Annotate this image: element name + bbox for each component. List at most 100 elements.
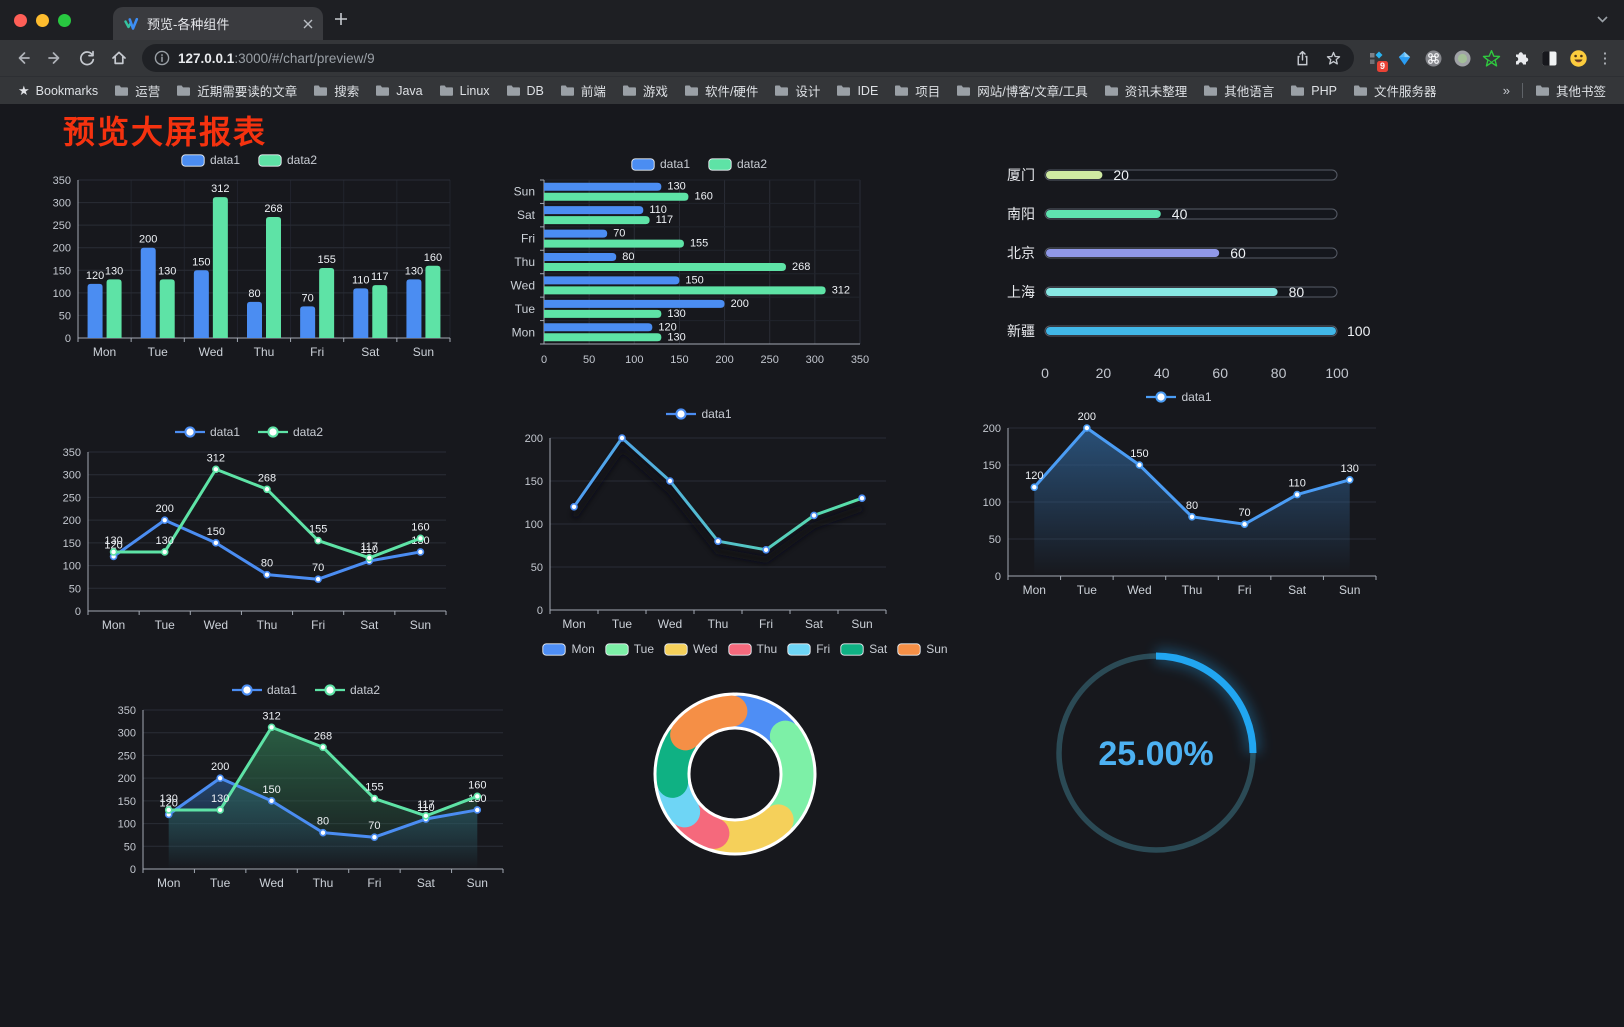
bookmark-folder[interactable]: 资讯未整理	[1096, 81, 1196, 101]
two-series-line-chart[interactable]: data1 data2 0 50 100 150 200 250 300 350 120 200 15…	[38, 422, 460, 638]
legend-item[interactable]: data1	[231, 683, 297, 697]
svg-text:80: 80	[1289, 284, 1305, 300]
two-series-area-chart[interactable]: data1 data2 0 50 100 150 200 250 300 350 120 200 15…	[95, 680, 517, 896]
svg-text:350: 350	[63, 447, 81, 459]
svg-text:Sun: Sun	[413, 345, 434, 359]
extension-command-icon[interactable]	[1420, 43, 1447, 73]
bookmark-folder[interactable]: 项目	[886, 81, 948, 101]
tab-close-icon[interactable]	[303, 19, 313, 29]
window-zoom-button[interactable]	[58, 14, 71, 27]
legend-item[interactable]: data2	[258, 153, 317, 167]
svg-text:Mon: Mon	[562, 617, 585, 631]
chart-legend: data1 data2	[181, 150, 317, 170]
bookmark-folder[interactable]: 近期需要读的文章	[168, 81, 305, 101]
svg-text:312: 312	[262, 710, 280, 722]
legend-item[interactable]: Sat	[840, 642, 887, 656]
legend-item[interactable]: Tue	[605, 642, 654, 656]
legend-item[interactable]: Mon	[542, 642, 595, 656]
svg-text:160: 160	[424, 252, 442, 264]
extension-kite-icon[interactable]	[1391, 43, 1418, 73]
horizontal-bar-chart-canvas[interactable]: 0 50 100 150 200 250 300 350120130Mon200130Tue1…	[498, 174, 900, 370]
svg-text:268: 268	[258, 472, 276, 484]
bookmark-folder[interactable]: 前端	[552, 81, 614, 101]
window-close-button[interactable]	[14, 14, 27, 27]
tab-search-chevron-icon[interactable]	[1597, 16, 1608, 23]
bookmark-folder[interactable]: Java	[367, 81, 430, 101]
gauge-chart-canvas[interactable]: 25.00%	[1040, 632, 1275, 874]
bookmarks-bar: ★ Bookmarks 运营 近期需要读的文章 搜索 Java Linux DB 前端 游戏软…	[0, 76, 1624, 104]
back-button[interactable]	[8, 43, 38, 73]
extension-circle-icon[interactable]	[1449, 43, 1476, 73]
extensions-puzzle-icon[interactable]	[1507, 43, 1534, 73]
pie-chart-canvas[interactable]	[545, 659, 945, 871]
gauge-chart[interactable]: 25.00%	[1040, 632, 1275, 874]
emoji-extension-icon[interactable]	[1565, 43, 1592, 73]
extension-star-icon[interactable]	[1478, 43, 1505, 73]
bookmark-folder[interactable]: 网站/博客/文章/工具	[948, 81, 1095, 101]
browser-menu-button[interactable]: ⋮	[1597, 50, 1613, 67]
bookmark-folder[interactable]: DB	[498, 81, 552, 101]
legend-item[interactable]: Wed	[664, 642, 718, 656]
bookmark-folder[interactable]: IDE	[828, 81, 886, 101]
grouped-bar-chart-canvas[interactable]: 0 50 100 150 200 250 300 350 120 200 150 80 70 110 130…	[38, 170, 460, 366]
browser-toolbar: 127.0.0.1:3000/#/chart/preview/9 9	[0, 40, 1624, 76]
bookmark-star-icon[interactable]	[1325, 50, 1342, 67]
grouped-bar-chart[interactable]: data1 data2 0 50 100 150 200 250 300 350 120 200 15…	[38, 150, 460, 366]
bookmark-folder[interactable]: PHP	[1282, 81, 1345, 101]
svg-text:268: 268	[314, 730, 332, 742]
address-bar[interactable]: 127.0.0.1:3000/#/chart/preview/9	[142, 44, 1354, 72]
window-minimize-button[interactable]	[36, 14, 49, 27]
area-line-chart[interactable]: data1 0 50 100 150 200 120 200 150 80 70 110 130 Mon…	[968, 387, 1390, 603]
svg-text:40: 40	[1154, 365, 1170, 381]
svg-text:70: 70	[1238, 507, 1250, 519]
line-chart-canvas[interactable]: 0 50 100 150 200 250 300 350 120 200 150 80 70 110 130…	[38, 442, 460, 638]
svg-text:上海: 上海	[1007, 284, 1035, 300]
extension-grid-icon[interactable]: 9	[1362, 43, 1389, 73]
svg-text:Mon: Mon	[512, 325, 535, 339]
bookmark-folder[interactable]: 软件/硬件	[676, 81, 766, 101]
bookmark-folder[interactable]: 搜索	[305, 81, 367, 101]
gradient-line-chart-canvas[interactable]: 0 50 100 150 200 Mon Tue Wed Thu Fri Sat Sun	[498, 424, 900, 636]
two-area-chart-canvas[interactable]: 0 50 100 150 200 250 300 350 120 200 150 80 70 110 130…	[95, 700, 517, 896]
reload-button[interactable]	[72, 43, 102, 73]
legend-item[interactable]: data1	[174, 425, 240, 439]
legend-item[interactable]: data2	[708, 157, 767, 171]
svg-text:70: 70	[302, 292, 314, 304]
svg-text:268: 268	[792, 261, 810, 273]
horizontal-bar-chart[interactable]: data1 data2 0 50 100 150 200 250 300 350 120 130 Mo…	[498, 154, 900, 370]
legend-item[interactable]: data2	[258, 425, 323, 439]
bookmarks-manager[interactable]: ★ Bookmarks	[10, 81, 106, 101]
legend-item[interactable]: Sun	[897, 642, 948, 656]
tab-strip: 预览-各种组件	[0, 0, 1624, 40]
capsule-chart-canvas[interactable]: 厦门 20 南阳 40 北京 60 上海 80 新疆 100 0 20 40 60 80 100	[985, 156, 1395, 388]
svg-text:Tue: Tue	[155, 618, 176, 632]
dark-mode-extension-icon[interactable]	[1536, 43, 1563, 73]
browser-tab[interactable]: 预览-各种组件	[113, 7, 323, 40]
legend-item[interactable]: data1	[181, 153, 240, 167]
bookmark-folder[interactable]: 运营	[106, 81, 168, 101]
bookmarks-overflow-chevron[interactable]: »	[1502, 83, 1510, 98]
svg-text:0: 0	[130, 864, 136, 876]
new-tab-button[interactable]	[334, 12, 348, 26]
forward-button[interactable]	[40, 43, 70, 73]
bookmark-folder[interactable]: 设计	[766, 81, 828, 101]
legend-item[interactable]: Fri	[787, 642, 830, 656]
legend-item[interactable]: data1	[666, 407, 732, 421]
gradient-line-chart[interactable]: data1 0 50 100 150 200 Mon Tue Wed Thu Fri Sat Sun	[498, 404, 900, 636]
legend-item[interactable]: data2	[315, 683, 380, 697]
area-chart-canvas[interactable]: 0 50 100 150 200 120 200 150 80 70 110 130 Mon Tue Wed…	[968, 407, 1390, 603]
share-icon[interactable]	[1294, 50, 1311, 67]
donut-pie-chart[interactable]: Mon Tue Wed Thu Fri Sat Sun	[542, 639, 948, 871]
legend-item[interactable]: data1	[1146, 390, 1212, 404]
legend-item[interactable]: data1	[631, 157, 690, 171]
bookmark-folder[interactable]: 游戏	[614, 81, 676, 101]
bookmark-folder[interactable]: 文件服务器	[1345, 81, 1445, 101]
legend-item[interactable]: Thu	[727, 642, 777, 656]
site-info-icon[interactable]	[154, 50, 170, 66]
home-button[interactable]	[104, 43, 134, 73]
capsule-progress-chart[interactable]: 厦门 20 南阳 40 北京 60 上海 80 新疆 100 0 20 40 60 80 100	[985, 156, 1395, 388]
other-bookmarks-folder[interactable]: 其他书签	[1527, 81, 1614, 101]
bookmark-folder[interactable]: 其他语言	[1195, 81, 1282, 101]
bookmark-folder[interactable]: Linux	[431, 81, 498, 101]
svg-text:200: 200	[715, 354, 733, 366]
